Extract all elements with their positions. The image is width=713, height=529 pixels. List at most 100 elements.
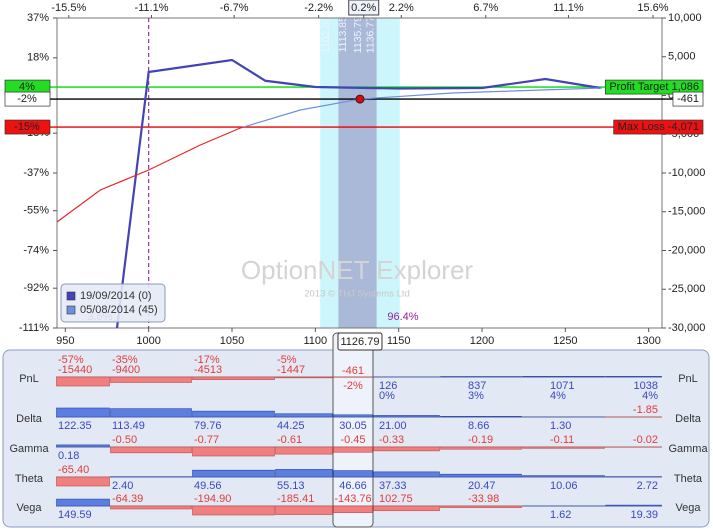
probability-label: 96.4% <box>387 311 418 323</box>
current-price-box <box>337 332 383 351</box>
greek-value: 1038 <box>634 380 658 392</box>
greek-value: -0.19 <box>468 434 493 446</box>
current-position <box>355 94 365 104</box>
greek-value: 30.05 <box>339 420 367 432</box>
y2-tick-label: -111% <box>19 322 49 334</box>
greek-percent: -35% <box>112 354 138 366</box>
greek-value: -194.90 <box>194 493 231 505</box>
greek-value: 21.00 <box>379 420 407 432</box>
greek-bar <box>56 444 110 448</box>
greek-value: -0.50 <box>112 434 137 446</box>
legend-swatch <box>66 291 76 301</box>
greek-bar <box>192 376 275 380</box>
greek-value: 46.66 <box>339 480 367 492</box>
greek-value: -0.45 <box>340 434 365 446</box>
greek-value: -0.61 <box>277 434 302 446</box>
greek-bar <box>440 416 522 418</box>
series-group <box>57 58 603 328</box>
greek-value: -1447 <box>277 364 305 376</box>
greek-bar <box>110 505 192 510</box>
level-right-label: -461 <box>677 93 699 105</box>
legend-label: 05/08/2014 (45) <box>80 304 158 316</box>
greek-bar <box>440 505 522 508</box>
greek-bar <box>333 414 373 418</box>
greek-percent: 0% <box>379 390 395 402</box>
legend-box <box>60 283 166 323</box>
y2-tick-label: -74% <box>23 244 49 256</box>
level-right-label: Max Loss -4,071 <box>618 121 699 133</box>
greek-bar <box>275 469 333 478</box>
x2-tick-label: 0.2% <box>351 2 376 14</box>
greek-value: -185.41 <box>277 493 314 505</box>
greek-value: 149.59 <box>58 509 92 521</box>
band-label: 1113.85 <box>337 16 349 53</box>
greek-bar <box>605 504 662 507</box>
greek-bar <box>373 505 440 512</box>
greek-value: 10.06 <box>550 480 578 492</box>
greek-bar <box>192 410 275 418</box>
greek-bar <box>373 415 440 418</box>
greek-bar <box>275 446 333 455</box>
greek-bar <box>110 408 192 418</box>
level-left-label: -2% <box>17 93 37 105</box>
x-tick-label: 1200 <box>470 335 494 347</box>
y2-tick-label: 18% <box>27 52 49 64</box>
x2-tick-label: -15.5% <box>51 2 86 14</box>
level-right-box <box>672 91 704 107</box>
greek-percent: 3% <box>468 390 484 402</box>
level-left-label: -15% <box>14 121 40 133</box>
greek-value: -461 <box>342 365 364 377</box>
greek-value: 102.75 <box>379 493 413 505</box>
greek-value: -4513 <box>194 364 222 376</box>
greek-value: -0.11 <box>550 434 574 446</box>
y2-tick-label: -55% <box>23 205 49 217</box>
greek-bar <box>440 446 522 450</box>
y2-tick-label: -92% <box>23 282 49 294</box>
greek-bar <box>333 505 373 513</box>
y-tick-label: -30,000 <box>668 322 705 334</box>
row-label: PnL <box>19 373 39 385</box>
level-left-box <box>4 119 51 135</box>
greek-bar <box>440 473 522 478</box>
y-tick-label: 10,000 <box>668 12 702 24</box>
greek-bar <box>56 407 110 418</box>
greek-value: 126 <box>379 380 397 392</box>
legend-label: 19/09/2014 (0) <box>80 290 152 302</box>
greek-value: 1.30 <box>550 420 571 432</box>
y-tick-label: -15,000 <box>668 206 705 218</box>
row-label: Gamma <box>9 443 49 455</box>
row-label: PnL <box>678 373 698 385</box>
y2-tick-label: 37% <box>27 12 49 24</box>
greek-value: 19.39 <box>630 509 658 521</box>
y-tick-label: -20,000 <box>668 244 705 256</box>
greek-bar <box>522 376 605 378</box>
greek-value: -15440 <box>58 364 92 376</box>
y-tick-label: 0 <box>668 89 674 101</box>
price-band <box>338 18 377 328</box>
band-label: 1136.77 <box>364 16 376 53</box>
row-label: Vega <box>16 502 42 514</box>
greek-value: 2.40 <box>112 480 133 492</box>
y-tick-label: 5,000 <box>668 51 696 63</box>
greek-percent: 4% <box>642 390 658 402</box>
pnl-line <box>115 58 601 328</box>
greek-bar <box>56 498 110 507</box>
greek-value: -0.02 <box>633 434 658 446</box>
greek-value: 49.56 <box>194 480 222 492</box>
greek-value: 55.13 <box>277 480 305 492</box>
x2-tick-label: 2.2% <box>389 2 414 14</box>
greek-bar <box>373 446 440 452</box>
row-label: Theta <box>674 473 703 485</box>
greek-bar <box>275 376 333 379</box>
x-tick-label: 1150 <box>387 335 411 347</box>
greek-value: -65.40 <box>58 464 89 476</box>
greek-bar <box>192 446 275 457</box>
row-label: Theta <box>15 473 44 485</box>
level-left-label: 4% <box>19 81 35 93</box>
x-tick-label: 1100 <box>304 335 328 347</box>
greek-value: -0.33 <box>379 434 404 446</box>
greek-bar <box>275 505 333 515</box>
x-tick-label: 1050 <box>220 335 244 347</box>
x2-tick-label: -11.1% <box>134 2 168 14</box>
pnl-line <box>57 87 603 223</box>
